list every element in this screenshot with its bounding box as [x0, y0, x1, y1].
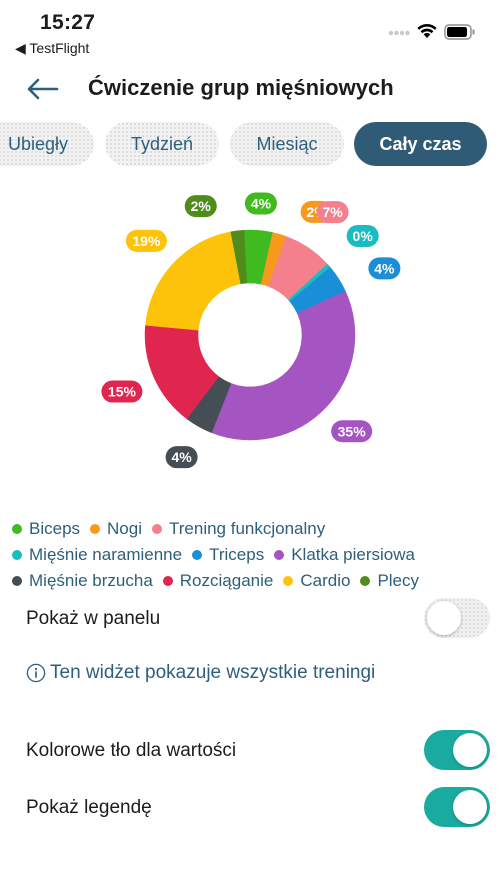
legend-item-stretching: Rozciąganie — [162, 568, 274, 594]
status-bar: 15:27 ◀ TestFlight — [0, 0, 500, 62]
colored-background-toggle[interactable] — [424, 730, 490, 770]
slice-klatka-piersiowa — [211, 290, 356, 441]
slice-label-triceps: 4% — [368, 257, 401, 280]
legend-item-chest: Klatka piersiowa — [274, 542, 415, 568]
slice-label-klatka-piersiowa: 35% — [331, 420, 373, 443]
label-badge — [244, 192, 277, 215]
toggle-knob — [453, 733, 487, 767]
toggle-knob — [453, 790, 487, 824]
legend-item-abs: Mięśnie brzucha — [12, 568, 153, 594]
legend-row: Biceps Nogi Trening funkcjonalny — [12, 516, 492, 542]
widget-info: Ten widżet pokazuje wszystkie treningi — [26, 662, 375, 684]
label-text: 4% — [251, 195, 272, 211]
tab-all-time[interactable]: Cały czas — [354, 122, 487, 166]
legend-item-triceps: Triceps — [192, 542, 264, 568]
label-text: 7% — [322, 204, 343, 220]
slice-label-cardio: 19% — [125, 229, 167, 252]
info-icon — [26, 663, 46, 683]
colored-background-label: Kolorowe tło dla wartości — [26, 740, 237, 761]
show-legend-label: Pokaż legendę — [26, 797, 152, 818]
page-title: Ćwiczenie grup mięśniowych — [88, 75, 394, 100]
slice-label-trening-funkcjonalny: 7% — [316, 201, 349, 224]
legend-label: Mięśnie brzucha — [29, 571, 153, 590]
label-text: 2% — [191, 198, 212, 214]
slice-label-miesnie-naramienne: 0% — [346, 224, 379, 247]
cellular-signal-icon — [388, 30, 410, 36]
label-text: 35% — [338, 423, 367, 439]
legend-label: Trening funkcjonalny — [169, 519, 326, 538]
legend-item-cardio: Cardio — [283, 568, 350, 594]
label-badge — [346, 224, 379, 247]
legend-dot — [360, 576, 371, 586]
legend-dot — [274, 550, 285, 560]
tab-week[interactable]: Tydzień — [105, 122, 219, 166]
battery-icon — [444, 24, 475, 40]
status-time: 15:27 — [40, 11, 96, 34]
slice-label-miesnie-brzucha: 4% — [165, 446, 198, 469]
legend-item-functional: Trening funkcjonalny — [152, 516, 325, 542]
legend-dot — [162, 576, 173, 586]
back-arrow-icon[interactable] — [25, 76, 59, 102]
tab-month[interactable]: Miesiąc — [230, 122, 344, 166]
setting-colored-background: Kolorowe tło dla wartości — [0, 730, 500, 774]
label-badge — [101, 380, 143, 403]
label-text: 0% — [353, 228, 374, 244]
legend-dot — [12, 524, 22, 534]
legend-label: Klatka piersiowa — [291, 545, 415, 564]
legend-label: Plecy — [377, 571, 420, 590]
legend-dot — [90, 524, 101, 534]
legend-item-back: Plecy — [360, 568, 419, 594]
tab-last[interactable]: Ubiegły — [0, 122, 94, 166]
legend-label: Biceps — [29, 519, 81, 538]
label-badge — [125, 229, 167, 252]
legend-label: Cardio — [300, 571, 351, 590]
label-text: 15% — [108, 384, 137, 400]
show-in-panel-label: Pokaż w panelu — [26, 608, 161, 629]
wifi-icon — [417, 24, 437, 38]
muscle-group-donut-chart: 2%4%2%7%0%4%35%4%15%19% — [0, 175, 500, 505]
label-badge — [184, 195, 217, 218]
label-text: 4% — [374, 260, 395, 276]
show-in-panel-toggle[interactable] — [424, 598, 490, 638]
label-badge — [316, 201, 349, 224]
legend-label: Mięśnie naramienne — [29, 545, 183, 564]
legend-dot — [12, 550, 22, 560]
back-to-testflight-link[interactable]: ◀ TestFlight — [15, 40, 90, 56]
setting-show-legend: Pokaż legendę — [0, 787, 500, 831]
legend-item-legs: Nogi — [90, 516, 142, 542]
label-badge — [368, 257, 401, 280]
slice-label-biceps: 4% — [244, 192, 277, 215]
legend-label: Rozciąganie — [179, 571, 274, 590]
legend-label: Triceps — [209, 545, 265, 564]
header: Ćwiczenie grup mięśniowych — [0, 62, 500, 116]
slice-label-rozciaganie: 15% — [101, 380, 143, 403]
label-badge — [165, 446, 198, 469]
label-text: 19% — [132, 233, 161, 249]
label-badge — [331, 420, 373, 443]
slice-label-plecy: 2% — [184, 195, 217, 218]
toggle-knob — [427, 601, 461, 635]
legend-dot — [152, 524, 162, 534]
widget-info-text: Ten widżet pokazuje wszystkie treningi — [50, 662, 376, 683]
chart-legend: Biceps Nogi Trening funkcjonalny Mięśnie… — [12, 516, 492, 594]
legend-item-shoulders: Mięśnie naramienne — [12, 542, 182, 568]
legend-dot — [12, 576, 22, 586]
legend-item-biceps: Biceps — [12, 516, 80, 542]
slice-cardio — [145, 231, 241, 331]
label-text: 4% — [171, 449, 192, 465]
donut-chart-svg: 2%4%2%7%0%4%35%4%15%19% — [101, 192, 401, 469]
legend-row: Mięśnie naramienne Triceps Klatka piersi… — [12, 542, 492, 568]
legend-label: Nogi — [107, 519, 142, 538]
legend-dot — [283, 576, 294, 586]
setting-show-in-panel: Pokaż w panelu — [0, 598, 500, 642]
legend-row: Mięśnie brzucha Rozciąganie Cardio Plecy — [12, 568, 492, 594]
period-tabs: Ubiegły Tydzień Miesiąc Cały czas — [0, 120, 500, 168]
show-legend-toggle[interactable] — [424, 787, 490, 827]
legend-dot — [192, 550, 203, 560]
